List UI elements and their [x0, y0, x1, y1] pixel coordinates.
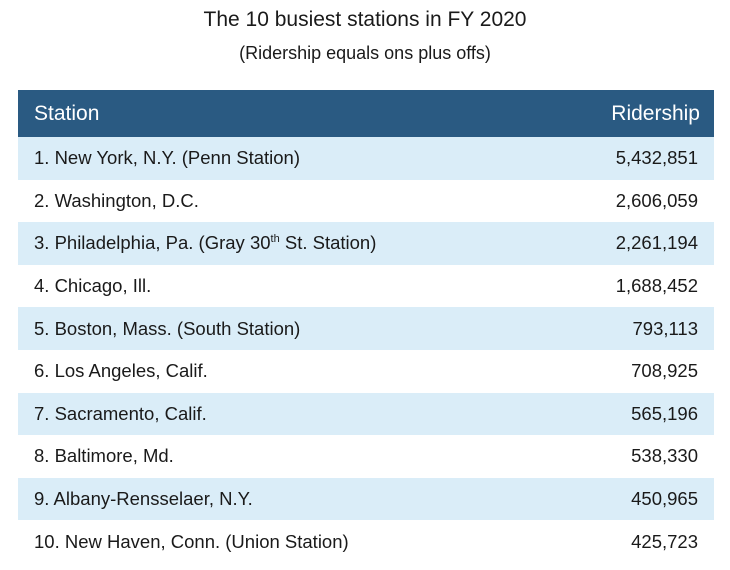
- station-name: 1. New York, N.Y. (Penn Station): [34, 147, 301, 169]
- ridership-value: 565,196: [631, 402, 698, 424]
- table-header: Station Ridership: [18, 90, 714, 137]
- station-name: 6. Los Angeles, Calif.: [34, 360, 208, 382]
- station-name: 9. Albany-Rensselaer, N.Y.: [34, 488, 253, 510]
- ridership-value: 538,330: [631, 445, 698, 467]
- table-row: 8. Baltimore, Md. 538,330: [18, 435, 714, 478]
- ridership-value: 2,606,059: [615, 189, 698, 211]
- ridership-value: 425,723: [631, 530, 698, 552]
- station-column-header: Station: [34, 101, 100, 125]
- ridership-value: 5,432,851: [615, 147, 698, 169]
- chart-title: The 10 busiest stations in FY 2020: [203, 8, 527, 31]
- table-row: 10. New Haven, Conn. (Union Station) 425…: [18, 520, 714, 563]
- station-name: 8. Baltimore, Md.: [34, 445, 174, 467]
- station-name: 2. Washington, D.C.: [34, 189, 199, 211]
- table-row: 5. Boston, Mass. (South Station) 793,113: [18, 307, 714, 350]
- ridership-value: 793,113: [632, 317, 699, 339]
- ridership-table: Station Ridership 1. New York, N.Y. (Pen…: [18, 90, 714, 563]
- table-row: 2. Washington, D.C. 2,606,059: [18, 180, 714, 223]
- ridership-value: 708,925: [631, 360, 698, 382]
- station-name: 7. Sacramento, Calif.: [34, 402, 207, 424]
- ridership-column-header: Ridership: [611, 101, 700, 125]
- table-row: 7. Sacramento, Calif. 565,196: [18, 392, 714, 436]
- table-row: 9. Albany-Rensselaer, N.Y. 450,965: [18, 477, 714, 521]
- ridership-value: 1,688,452: [615, 275, 698, 297]
- table-row: 4. Chicago, Ill. 1,688,452: [18, 265, 714, 308]
- table-row: 6. Los Angeles, Calif. 708,925: [18, 350, 714, 393]
- ridership-value: 450,965: [631, 488, 698, 510]
- ridership-value: 2,261,194: [615, 232, 698, 254]
- table-row: 3. Philadelphia, Pa. (Gray 30th St. Stat…: [18, 222, 714, 265]
- station-name: 10. New Haven, Conn. (Union Station): [34, 530, 349, 552]
- station-name: 5. Boston, Mass. (South Station): [34, 317, 301, 339]
- table-row: 1. New York, N.Y. (Penn Station) 5,432,8…: [18, 137, 714, 180]
- station-name-prefix: 3. Philadelphia, Pa. (Gray 30: [34, 232, 271, 254]
- chart-subtitle: (Ridership equals ons plus offs): [239, 43, 491, 63]
- station-name-suffix: St. Station): [279, 232, 377, 254]
- station-name: 4. Chicago, Ill.: [34, 275, 152, 297]
- station-name-superscript: th: [270, 233, 280, 246]
- station-name: 3. Philadelphia, Pa. (Gray 30th St. Stat…: [34, 232, 376, 254]
